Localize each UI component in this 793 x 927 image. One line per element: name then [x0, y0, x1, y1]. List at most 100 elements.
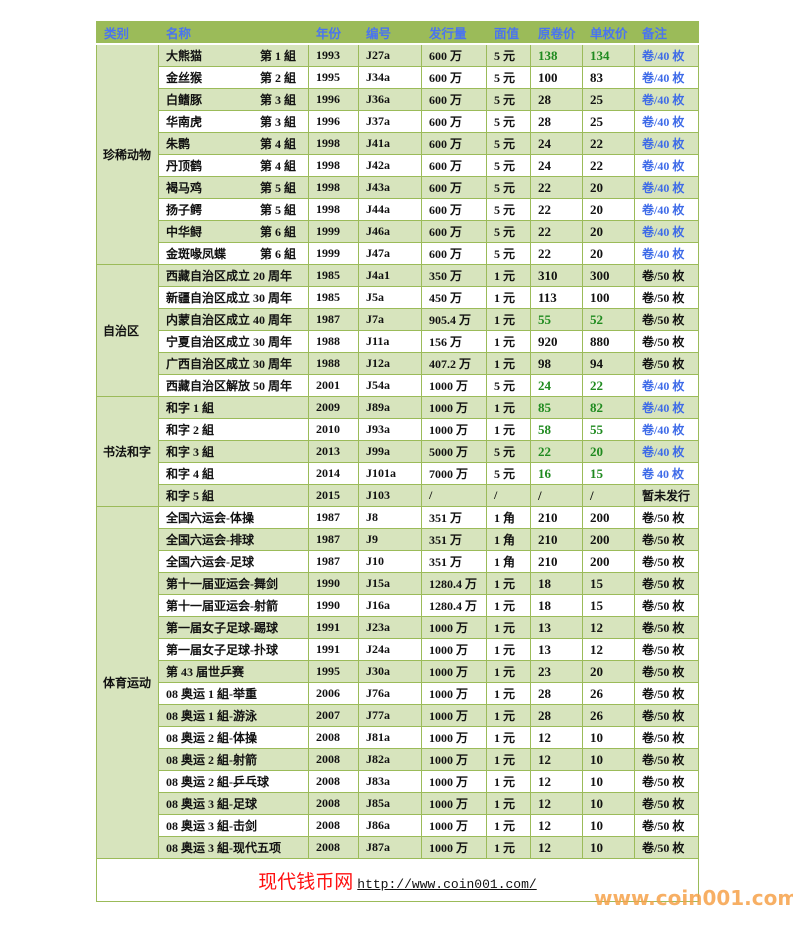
- face-cell: 1 元: [486, 660, 531, 683]
- roll-cell: 22: [530, 176, 583, 199]
- code-cell: J43a: [358, 176, 422, 199]
- roll-cell: 22: [530, 242, 583, 265]
- single-cell: 25: [582, 88, 635, 111]
- year-cell: 2008: [308, 792, 359, 815]
- stamp-name: 08 奥运 3 組-现代五项: [166, 841, 281, 855]
- header-code: 编号: [358, 21, 422, 45]
- roll-cell: 12: [530, 770, 583, 793]
- single-cell: 15: [582, 462, 635, 485]
- face-cell: 5 元: [486, 154, 531, 177]
- face-cell: 1 元: [486, 264, 531, 287]
- roll-cell: 310: [530, 264, 583, 287]
- name-cell: 08 奥运 2 組-乒乓球: [158, 770, 309, 793]
- face-cell: 1 元: [486, 726, 531, 749]
- face-cell: 1 元: [486, 330, 531, 353]
- issue-cell: 1000 万: [421, 748, 487, 771]
- header-face: 面值: [486, 21, 531, 45]
- single-cell: 880: [582, 330, 635, 353]
- note-cell: 卷/50 枚: [634, 264, 699, 287]
- face-cell: 1 元: [486, 792, 531, 815]
- issue-cell: 600 万: [421, 88, 487, 111]
- issue-cell: 1000 万: [421, 836, 487, 859]
- single-cell: 10: [582, 726, 635, 749]
- note-cell: 卷/40 枚: [634, 242, 699, 265]
- year-cell: 2001: [308, 374, 359, 397]
- issue-cell: 351 万: [421, 528, 487, 551]
- face-cell: 1 元: [486, 814, 531, 837]
- stamp-name: 扬子鳄: [166, 203, 203, 217]
- name-cell: 08 奥运 3 組-击剑: [158, 814, 309, 837]
- note-cell: 卷/40 枚: [634, 440, 699, 463]
- roll-cell: 18: [530, 594, 583, 617]
- stamp-name: 全国六运会-体操: [166, 511, 254, 525]
- face-cell: 5 元: [486, 374, 531, 397]
- roll-cell: 23: [530, 660, 583, 683]
- note-cell: 卷/50 枚: [634, 550, 699, 573]
- face-cell: 1 元: [486, 352, 531, 375]
- roll-cell: 13: [530, 638, 583, 661]
- stamp-name: 广西自治区成立 30 周年: [166, 357, 293, 371]
- code-cell: J86a: [358, 814, 422, 837]
- single-cell: 20: [582, 440, 635, 463]
- single-cell: 15: [582, 594, 635, 617]
- single-cell: 83: [582, 66, 635, 89]
- single-cell: 20: [582, 242, 635, 265]
- group-label: 第 3 組: [259, 93, 296, 107]
- single-cell: 20: [582, 660, 635, 683]
- group-label: 第 2 組: [259, 71, 296, 85]
- issue-cell: 351 万: [421, 550, 487, 573]
- note-cell: 卷/50 枚: [634, 594, 699, 617]
- note-cell: 卷/50 枚: [634, 770, 699, 793]
- face-cell: 1 角: [486, 506, 531, 529]
- footer-row: 现代钱币网 http://www.coin001.com/: [96, 858, 699, 902]
- single-cell: 200: [582, 506, 635, 529]
- face-cell: 1 元: [486, 308, 531, 331]
- face-cell: 1 元: [486, 682, 531, 705]
- header-single-price: 单枚价: [582, 21, 635, 45]
- stamp-name: 08 奥运 2 組-射箭: [166, 753, 257, 767]
- year-cell: 1996: [308, 110, 359, 133]
- year-cell: 1999: [308, 220, 359, 243]
- roll-cell: 210: [530, 550, 583, 573]
- single-cell: 134: [582, 43, 635, 67]
- year-cell: 2007: [308, 704, 359, 727]
- code-cell: J83a: [358, 770, 422, 793]
- name-cell: 全国六运会-排球: [158, 528, 309, 551]
- code-cell: J41a: [358, 132, 422, 155]
- code-cell: J76a: [358, 682, 422, 705]
- year-cell: 1985: [308, 264, 359, 287]
- issue-cell: 1000 万: [421, 418, 487, 441]
- code-cell: J15a: [358, 572, 422, 595]
- stamp-name: 第一届女子足球-扑球: [166, 643, 278, 657]
- site-url-link[interactable]: http://www.coin001.com/: [357, 876, 537, 892]
- code-cell: J103: [358, 484, 422, 507]
- single-cell: /: [582, 484, 635, 507]
- roll-cell: 12: [530, 792, 583, 815]
- single-cell: 20: [582, 176, 635, 199]
- note-cell: 卷/50 枚: [634, 638, 699, 661]
- name-cell: 08 奥运 1 組-举重: [158, 682, 309, 705]
- year-cell: 1998: [308, 198, 359, 221]
- issue-cell: 350 万: [421, 264, 487, 287]
- stamp-name: 08 奥运 3 組-足球: [166, 797, 257, 811]
- note-cell: 卷/40 枚: [634, 110, 699, 133]
- roll-cell: 28: [530, 704, 583, 727]
- note-cell: 卷/50 枚: [634, 572, 699, 595]
- name-cell: 丹顶鹤 第 4 組: [158, 154, 309, 177]
- year-cell: 1995: [308, 66, 359, 89]
- issue-cell: 156 万: [421, 330, 487, 353]
- roll-cell: 100: [530, 66, 583, 89]
- roll-cell: 113: [530, 286, 583, 309]
